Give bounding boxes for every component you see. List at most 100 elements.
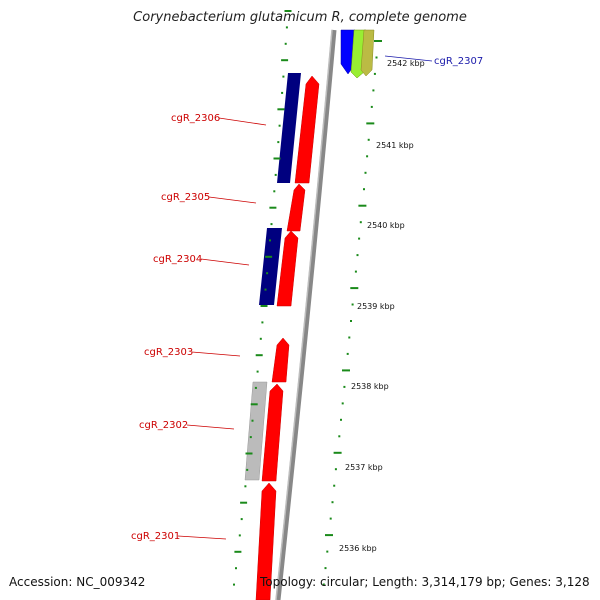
track-tick	[269, 239, 271, 242]
track-tick	[281, 91, 284, 94]
track-tick	[234, 550, 242, 553]
track-tick	[277, 141, 280, 144]
genome-backbone-shade	[275, 29, 333, 600]
track-tick	[322, 583, 325, 586]
track-tick	[358, 204, 367, 207]
track-tick	[358, 237, 361, 240]
gene-labels: cgR_2307 cgR_2306 cgR_2305 cgR_2304 cgR_…	[131, 55, 483, 542]
track-tick	[265, 255, 273, 258]
track-tick	[363, 188, 365, 191]
track-tick	[333, 451, 342, 454]
gene-block-forward	[261, 383, 284, 482]
track-tick	[235, 567, 237, 570]
kbp-label: 2536 kbp	[339, 544, 377, 553]
track-tick	[340, 418, 342, 421]
gene-label-cgR_2303[interactable]: cgR_2303	[144, 347, 193, 358]
track-tick	[374, 40, 382, 42]
track-tick	[354, 270, 357, 273]
track-tick	[274, 173, 277, 176]
track-tick	[245, 452, 253, 455]
track-tick	[249, 436, 252, 439]
track-tick	[350, 320, 352, 322]
track-tick	[259, 337, 262, 340]
track-tick	[278, 124, 281, 127]
track-tick	[266, 272, 269, 275]
genome-summary-text: Topology: circular; Length: 3,314,179 bp…	[260, 575, 590, 589]
track-tick	[284, 42, 287, 45]
gene-label-cgR_2306[interactable]: cgR_2306	[171, 113, 220, 124]
track-tick	[250, 403, 258, 406]
kbp-label: 2537 kbp	[345, 463, 383, 472]
track-tick	[264, 288, 267, 291]
gene-block-reverse	[259, 228, 282, 305]
track-tick	[359, 221, 362, 224]
gene-block-reverse	[277, 73, 301, 183]
track-tick	[273, 190, 276, 193]
track-tick	[351, 303, 354, 306]
gene-label-cgR_2301[interactable]: cgR_2301	[131, 531, 180, 542]
track-tick	[273, 157, 281, 160]
track-tick	[375, 56, 378, 59]
track-tick	[338, 435, 341, 438]
track-tick	[324, 567, 327, 570]
gene-label-cgR_2307[interactable]: cgR_2307	[434, 56, 483, 67]
track-tick	[331, 501, 334, 504]
track-tick	[256, 370, 259, 373]
gene-block-forward	[271, 337, 290, 383]
gene-label-cgR_2305[interactable]: cgR_2305	[161, 192, 210, 203]
gene-block-forward	[286, 183, 306, 232]
gene-label-cgR_2304[interactable]: cgR_2304	[153, 254, 202, 265]
gene-cgR_2307[interactable]	[340, 29, 375, 79]
gene-label-cgR_2302[interactable]: cgR_2302	[139, 420, 188, 431]
track-tick	[254, 386, 257, 389]
track-tick	[261, 321, 264, 324]
track-tick	[366, 155, 369, 158]
track-tick	[333, 484, 336, 487]
track-tick	[341, 402, 344, 405]
track-tick	[240, 518, 243, 521]
track-tick	[270, 223, 273, 226]
track-tick	[244, 485, 247, 488]
kbp-label: 2541 kbp	[376, 141, 414, 150]
gene-block-pseudo	[244, 381, 268, 481]
page-title: Corynebacterium glutamicum R, complete g…	[133, 10, 467, 25]
kbp-label: 2542 kbp	[387, 59, 425, 68]
gene-block-forward	[294, 75, 320, 184]
track-tick	[348, 336, 351, 339]
scale-dotted-track	[322, 40, 382, 586]
kbp-label: 2539 kbp	[357, 302, 395, 311]
kbp-label: 2540 kbp	[367, 221, 405, 230]
track-tick	[255, 354, 263, 357]
track-tick	[246, 468, 249, 471]
accession-text: Accession: NC_009342	[9, 575, 146, 589]
track-tick	[326, 550, 329, 553]
track-tick	[260, 305, 268, 307]
track-tick	[325, 534, 333, 537]
track-tick	[366, 122, 375, 125]
gene-block-forward	[276, 230, 299, 307]
track-tick	[277, 108, 285, 111]
track-tick	[334, 468, 337, 471]
track-tick	[285, 26, 288, 29]
track-tick	[364, 171, 367, 174]
track-tick	[251, 419, 254, 422]
inner-dotted-track	[233, 10, 292, 586]
track-tick	[350, 287, 359, 290]
gene-block-forward	[255, 482, 277, 600]
track-tick	[373, 72, 376, 75]
track-tick	[356, 254, 359, 257]
track-tick	[343, 385, 346, 388]
track-tick	[329, 517, 332, 520]
track-tick	[284, 10, 292, 12]
track-tick	[372, 89, 375, 92]
track-tick	[367, 138, 370, 141]
track-tick	[346, 352, 349, 355]
track-tick	[282, 75, 285, 78]
track-tick	[370, 105, 373, 108]
genome-backbone	[275, 29, 337, 600]
kbp-label: 2538 kbp	[351, 382, 389, 391]
track-tick	[238, 534, 241, 537]
track-tick	[269, 206, 277, 209]
